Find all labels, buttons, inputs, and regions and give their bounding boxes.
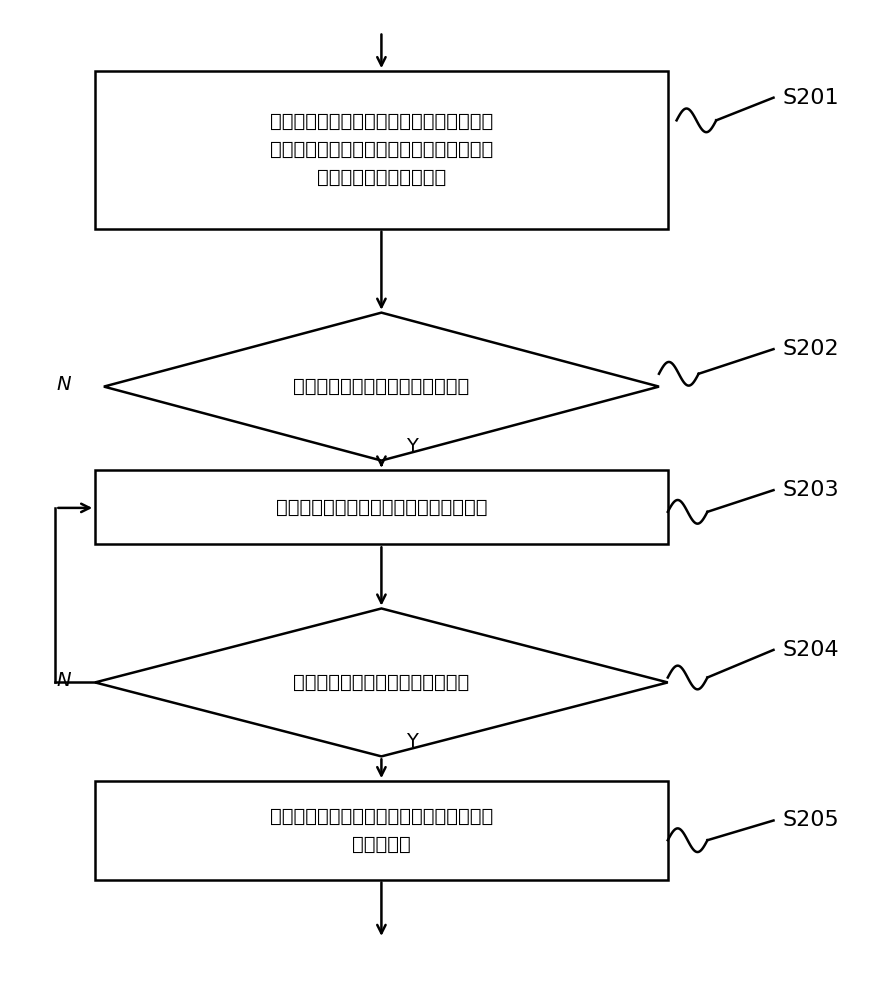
Text: Y: Y [406,732,417,751]
Text: N: N [57,375,72,394]
FancyBboxPatch shape [95,71,667,229]
Text: 停止向所述喷烙压缩机内的定子绕组输送所
述预设电流: 停止向所述喷烙压缩机内的定子绕组输送所 述预设电流 [269,807,493,854]
Text: S201: S201 [781,88,838,108]
Text: 判断外壳温度是否大于第二温度值: 判断外壳温度是否大于第二温度值 [293,673,469,692]
Text: S203: S203 [781,480,838,500]
Text: S204: S204 [781,640,838,660]
Text: Y: Y [406,437,417,456]
Polygon shape [104,313,658,461]
Text: 判断壳体温度是否小于第一温度值: 判断壳体温度是否小于第一温度值 [293,377,469,396]
Text: N: N [57,671,72,690]
Text: 在接收制热开启指令之前，利用安装在喷烙
压缩机外壳上的温度传感器持续测量采集所
述喷烙压缩机的外壳温度: 在接收制热开启指令之前，利用安装在喷烙 压缩机外壳上的温度传感器持续测量采集所 … [269,112,493,187]
Polygon shape [95,608,667,756]
Text: 向喷烙压缩机内的定子绕组输送预设电流: 向喷烙压缩机内的定子绕组输送预设电流 [275,498,486,517]
FancyBboxPatch shape [95,470,667,544]
FancyBboxPatch shape [95,781,667,880]
Text: S205: S205 [781,810,839,830]
Text: S202: S202 [781,339,838,359]
